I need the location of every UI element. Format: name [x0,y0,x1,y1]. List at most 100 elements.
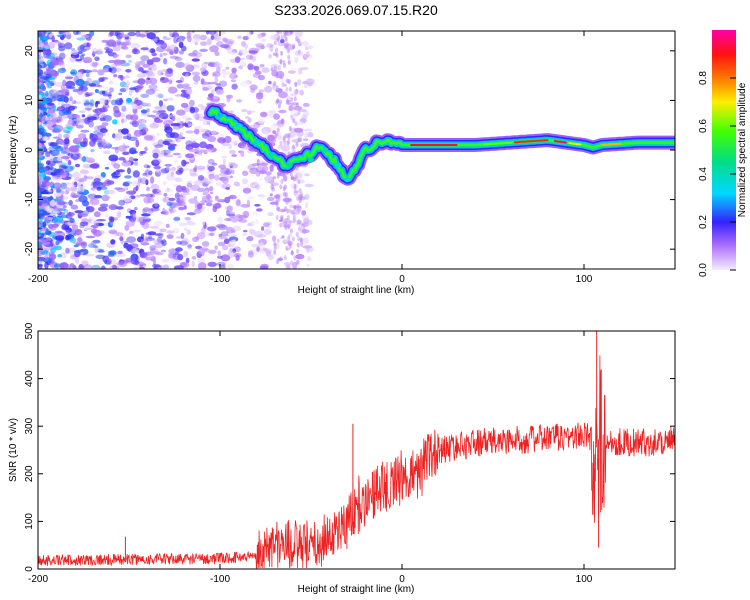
spectrogram-cell [145,237,155,241]
spectrogram-cell [218,80,228,87]
spectrogram-cell [166,45,171,53]
spectrogram-cell [77,51,83,55]
spectrogram-cell [176,109,186,116]
spectrogram-cell [163,264,170,269]
spectrogram-cell [131,103,138,110]
spectrogram-cell [45,228,49,235]
spectrogram-cell [115,132,123,139]
spectrogram-cell [197,262,207,269]
spectrogram-cell [286,208,290,214]
spectrogram-cell [277,31,281,35]
spectrogram-cell [214,225,224,228]
spectrogram-cell [75,124,84,129]
spectrogram-cell [276,259,280,265]
spectrogram-cell [208,186,214,192]
spectrogram-cell [126,244,133,251]
spectrogram-cell [78,31,86,36]
spectrogram-cell [178,50,184,55]
spectrogram-cell [301,210,307,216]
spectrogram-cell [53,192,62,197]
spectrogram-cell [155,112,165,117]
spectrogram-cell [290,114,294,120]
spectrogram-cell [230,79,237,83]
spectrogram-cell [228,194,237,200]
spectrogram-cell [45,63,54,67]
spectrogram-cell [100,128,108,134]
spectrogram-cell [304,173,310,177]
spectrogram-cell [248,50,258,54]
spectrogram-cell [249,31,254,35]
spectrogram-cell [155,168,160,173]
spectrogram-cell [143,196,151,204]
spectrogram-cell [175,185,183,193]
spectrogram-cell [231,67,237,74]
spectrogram-cell [263,222,270,228]
spectrogram-cell [162,37,172,40]
spectrogram-cell [60,88,70,95]
spectrogram-cell [116,187,126,193]
spectrogram-cell [72,171,81,179]
spectrogram-cell [86,118,94,123]
spectrogram-cell [71,123,79,127]
spectrogram-cell [288,126,292,131]
spectrogram-cell [67,221,77,226]
spectrogram-cell [288,243,292,249]
spectrogram-cell [117,250,123,255]
spectrogram-cell [278,109,287,114]
spectrogram-cell [275,85,279,91]
spectrogram-cell [125,83,129,87]
spectrogram-cell [302,102,310,107]
spectrogram-cell [205,202,213,207]
spectrogram-cell [176,240,183,245]
spectrogram-cell [155,252,164,256]
spectrogram-cell [298,68,303,75]
spectrogram-cell [222,158,226,166]
spectrogram-cell [286,215,290,221]
spectrogram-cell [201,61,208,69]
spectrogram-cell [96,222,105,227]
spectrogram-cell [275,52,279,58]
spectrogram-cell [301,229,310,234]
spectrogram-y-axis-label: Frequency (Hz) [8,116,19,185]
spectrogram-cell [219,31,226,35]
colorbar-label: Normalized spectral amplitude [737,82,748,217]
spectrogram-cell [164,189,174,193]
spectrogram-cell [166,164,170,171]
spectrogram-cell [48,147,54,151]
spectrogram-cell [212,71,221,78]
spectrogram-cell [295,165,299,171]
spectrogram-cell [40,42,44,49]
spectrogram-cell [131,180,141,187]
spectrogram-cell [280,236,284,239]
spectrogram-cell [157,109,166,113]
spectrogram-cell [178,206,185,211]
spectrogram-cell [106,180,115,185]
spectrogram-cell [290,210,296,215]
spectrogram-cell [69,237,76,243]
spectrogram-cell [60,220,68,225]
spectrogram-cell [68,211,72,217]
spectrogram-cell [218,236,228,240]
spectrogram-cell [158,112,169,120]
spectrogram-cell [53,262,61,269]
spectrogram-cell [66,184,76,187]
spectrogram-cell [140,242,150,246]
spectrogram-cell [235,254,240,261]
spectrogram-cell [137,67,144,72]
spectrogram-cell [81,53,86,57]
spectrogram-cell [260,111,268,118]
spectrogram-cell [48,253,57,260]
spectrogram-cell [261,38,267,42]
spectrogram-cell [242,178,248,185]
spectrogram-cell [56,157,62,162]
spectrogram-cell [292,105,302,111]
spectrogram-cell [68,199,73,206]
spectrogram-cell [138,33,146,38]
spectrogram-cell [209,45,219,53]
spectrogram-cell [51,35,55,42]
spectrogram-cell [304,193,310,200]
spectrogram-cell [90,148,95,153]
spectrogram-cell [173,152,181,156]
spectrogram-cell [249,167,259,175]
spectrogram-peak [235,122,242,128]
